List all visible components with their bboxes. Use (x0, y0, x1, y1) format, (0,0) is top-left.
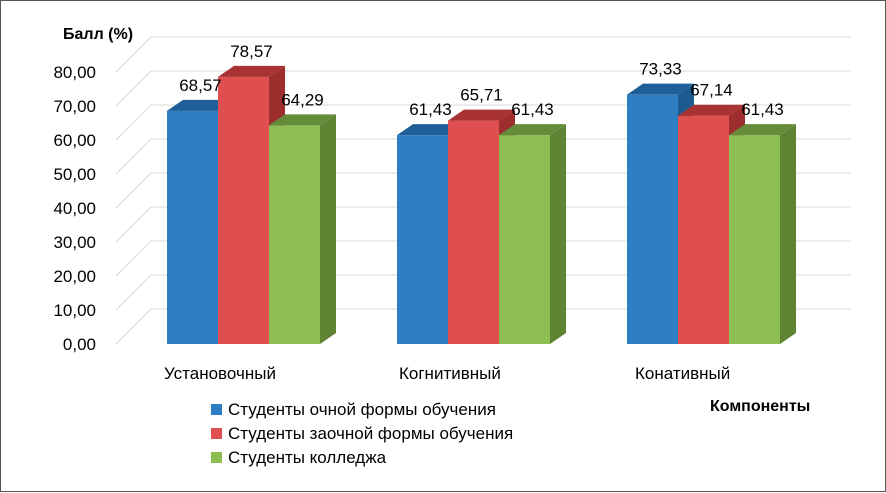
gridline-diagonal (115, 36, 152, 73)
bar (218, 76, 269, 344)
y-tick-label: 60,00 (53, 131, 96, 150)
data-label: 67,14 (690, 81, 733, 100)
legend-label: Студенты очной формы обучения (228, 400, 496, 419)
x-category-label: Конативный (635, 364, 730, 383)
data-labels: 68,57 78,57 64,29 61,43 65,71 61,43 73,33 67,14… (179, 42, 784, 119)
bar (448, 120, 499, 344)
gridline-diagonal (115, 138, 152, 175)
legend: Студенты очной формы обучения Студенты за… (211, 400, 513, 467)
bar-top (269, 114, 336, 126)
data-label: 61,43 (409, 100, 452, 119)
x-axis-categories: Установочный Когнитивный Конативный (164, 364, 730, 383)
bar-top (218, 65, 285, 77)
data-label: 65,71 (460, 86, 503, 105)
data-label: 64,29 (281, 90, 324, 109)
bar-side (780, 124, 796, 344)
gridline-diagonal (115, 172, 152, 209)
bar-top (678, 104, 745, 116)
gridline-diagonal (115, 70, 152, 107)
bar (167, 110, 218, 344)
bar-top (499, 124, 566, 136)
y-tick-label: 40,00 (53, 199, 96, 218)
gridline-diagonal (115, 240, 152, 277)
y-tick-label: 0,00 (63, 335, 96, 354)
data-label: 68,57 (179, 76, 222, 95)
gridline-diagonal (115, 308, 152, 345)
bar (269, 125, 320, 344)
legend-swatch (211, 428, 222, 439)
y-tick-label: 80,00 (53, 63, 96, 82)
gridline-diagonal (115, 206, 152, 243)
bar (678, 115, 729, 344)
legend-label: Студенты заочной формы обучения (228, 424, 513, 443)
y-axis-ticks: 0,00 10,00 20,00 30,00 40,00 50,00 60,00 70,00 8… (53, 63, 96, 354)
data-label: 61,43 (741, 100, 784, 119)
y-tick-label: 70,00 (53, 97, 96, 116)
y-tick-label: 50,00 (53, 165, 96, 184)
x-category-label: Установочный (164, 364, 276, 383)
data-label: 61,43 (511, 100, 554, 119)
legend-swatch (211, 404, 222, 415)
bar-top (397, 124, 464, 136)
bar (397, 135, 448, 344)
bar-top (627, 83, 694, 95)
bar-side (320, 114, 336, 344)
data-label: 78,57 (230, 42, 273, 61)
x-category-label: Когнитивный (399, 364, 501, 383)
bar (627, 94, 678, 344)
gridline-diagonal (115, 104, 152, 141)
legend-swatch (211, 452, 222, 463)
y-tick-label: 30,00 (53, 233, 96, 252)
gridline-diagonal (115, 274, 152, 311)
legend-label: Студенты колледжа (228, 448, 387, 467)
x-axis-title: Компоненты (710, 398, 810, 415)
bar-top (167, 99, 234, 111)
bar (729, 135, 780, 344)
y-axis-title: Балл (%) (63, 26, 133, 43)
data-label: 73,33 (639, 60, 682, 79)
bar-side (550, 124, 566, 344)
bar (499, 135, 550, 344)
bar-top (729, 124, 796, 136)
y-tick-label: 20,00 (53, 267, 96, 286)
bar-top (448, 109, 515, 121)
y-tick-label: 10,00 (53, 301, 96, 320)
bars (167, 65, 796, 344)
